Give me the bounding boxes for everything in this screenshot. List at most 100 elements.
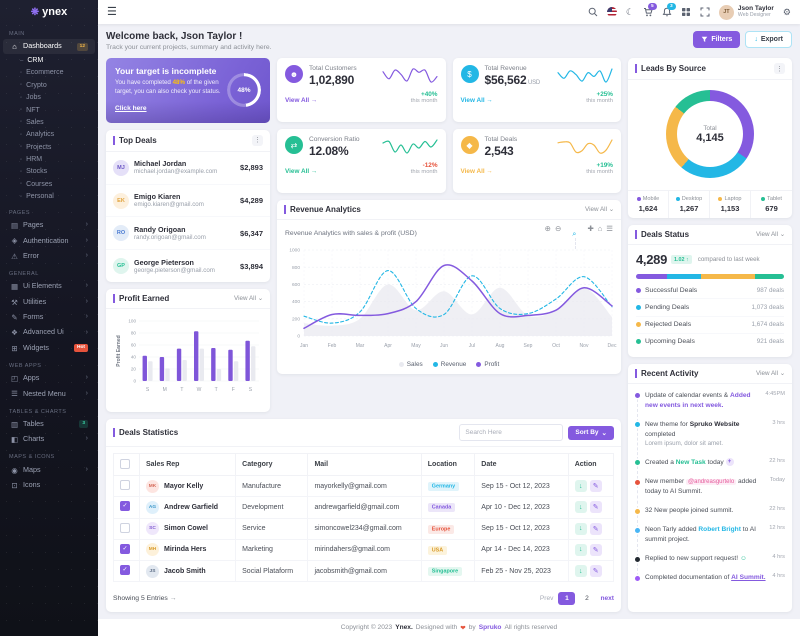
activity-link[interactable]: AI Summit. xyxy=(731,574,766,582)
kpi-sparkline xyxy=(557,138,613,160)
sidebar-subitem-jobs[interactable]: ◦ Jobs xyxy=(0,92,98,104)
edit-action-icon[interactable]: ✎ xyxy=(589,501,602,514)
legend-item-revenue[interactable]: Revenue xyxy=(432,361,466,368)
fullscreen-icon[interactable] xyxy=(700,7,710,17)
sort-by-button[interactable]: Sort By ⌄ xyxy=(568,425,614,440)
column-header-date: Date xyxy=(474,453,569,477)
activity-link[interactable]: Robert Bright xyxy=(698,526,741,534)
legend-item-sales[interactable]: Sales xyxy=(398,361,423,368)
sidebar-item-dashboards[interactable]: ⌂ Dashboards 12 xyxy=(3,39,95,55)
pagination-page-2[interactable]: 2 xyxy=(585,595,589,603)
activity-link[interactable]: Added new events in next week. xyxy=(645,391,751,409)
cart-icon[interactable]: 5 xyxy=(643,3,657,17)
row-checkbox[interactable] xyxy=(120,543,130,554)
deals-status-view-all[interactable]: View All ⌄ xyxy=(756,231,785,239)
sidebar-item-icons[interactable]: ⊡ Icons xyxy=(3,478,95,493)
zoom-in-icon[interactable]: ⊕ xyxy=(544,224,551,234)
location-badge: Germany xyxy=(427,482,460,492)
language-flag-icon[interactable] xyxy=(606,7,617,17)
footer-brand[interactable]: Ynex. xyxy=(395,624,413,631)
edit-action-icon[interactable]: ✎ xyxy=(589,543,602,556)
filters-button[interactable]: Filters xyxy=(693,31,741,49)
pagination-prev[interactable]: Prev xyxy=(539,595,554,603)
edit-action-icon[interactable]: ✎ xyxy=(589,480,602,493)
sidebar-subitem-crm[interactable]: – CRM xyxy=(0,54,98,66)
leads-options-icon[interactable]: ⋮ xyxy=(774,63,785,74)
settings-gear-icon[interactable]: ⚙ xyxy=(782,6,791,17)
row-checkbox[interactable] xyxy=(120,522,130,533)
reset-zoom-icon[interactable]: ⌂ xyxy=(597,224,603,234)
target-click-here-link[interactable]: Click here xyxy=(115,104,147,112)
profit-earned-view-all[interactable]: View All ⌄ xyxy=(234,295,263,303)
recent-activity-view-all[interactable]: View All ⌄ xyxy=(756,370,785,378)
download-action-icon[interactable]: ↓ xyxy=(574,501,587,514)
sidebar-item-advanced-ui[interactable]: ❖ Advanced Ui › xyxy=(3,325,95,340)
sidebar-subitem-stocks[interactable]: ◦ Stocks xyxy=(0,166,98,178)
search-input[interactable] xyxy=(459,424,564,442)
top-deals-options-icon[interactable]: ⋮ xyxy=(252,134,263,146)
user-profile-chip[interactable]: JT Json Taylor Web Designer xyxy=(718,4,774,20)
sidebar-subitem-crypto[interactable]: ◦ Crypto xyxy=(0,79,98,91)
kpi-view-all-link[interactable]: View All → xyxy=(460,168,493,175)
row-checkbox[interactable] xyxy=(120,565,130,575)
download-action-icon[interactable]: ↓ xyxy=(574,543,587,556)
search-icon[interactable] xyxy=(588,7,598,17)
selection-zoom-icon[interactable]: ⌕ xyxy=(565,225,583,249)
export-button[interactable]: ↓ Export xyxy=(745,31,792,49)
footer-company-link[interactable]: Spruko xyxy=(478,624,502,631)
sidebar-subitem-courses[interactable]: ◦ Courses xyxy=(0,178,98,190)
sidebar-item-charts[interactable]: ◧ Charts › xyxy=(3,432,95,447)
top-deal-row[interactable]: EK Emigo Kiaren emigo.kiaren@gmail.com $4,2… xyxy=(106,183,270,217)
activity-link[interactable]: @andreasgurtelo xyxy=(686,479,737,486)
row-checkbox[interactable] xyxy=(120,501,130,512)
sidebar-item-authentication[interactable]: ◈ Authentication › xyxy=(3,233,95,248)
kpi-view-all-link[interactable]: View All → xyxy=(285,97,318,104)
top-deal-row[interactable]: MJ Michael Jordan michael.jordan@example.c… xyxy=(106,152,270,184)
panning-icon[interactable]: ✚ xyxy=(587,224,594,234)
pagination-page-1[interactable]: 1 xyxy=(558,592,576,606)
download-action-icon[interactable]: ↓ xyxy=(574,480,587,493)
select-all-checkbox[interactable] xyxy=(120,458,130,469)
apps-grid-icon[interactable] xyxy=(681,7,691,17)
download-action-icon[interactable]: ↓ xyxy=(574,522,587,535)
sidebar-subitem-projects[interactable]: ◦ Projects xyxy=(0,141,98,153)
showing-entries-arrow-icon[interactable]: → xyxy=(169,595,177,603)
activity-link[interactable]: New Task xyxy=(675,458,706,466)
download-action-icon[interactable]: ↓ xyxy=(574,565,587,577)
sidebar-item-pages[interactable]: ▤ Pages › xyxy=(3,218,95,233)
chart-menu-icon[interactable]: ☰ xyxy=(606,224,613,234)
sidebar-item-error[interactable]: ⚠ Error › xyxy=(3,249,95,264)
sidebar-item-forms[interactable]: ✎ Forms › xyxy=(3,310,95,325)
sidebar-item-tables[interactable]: ▥ Tables 3 xyxy=(3,417,95,432)
sidebar-subitem-nft[interactable]: ◦ NFT xyxy=(0,104,98,116)
leads-legend-desktop: Desktop 1,267 xyxy=(669,191,710,218)
sidebar-item-widgets[interactable]: ⊞ Widgets Hot xyxy=(3,341,95,356)
sidebar-subitem-personal[interactable]: ◦ Personal xyxy=(0,191,98,203)
recent-activity-title: Recent Activity xyxy=(635,368,699,379)
sidebar-subitem-sales[interactable]: ◦ Sales xyxy=(0,116,98,128)
edit-action-icon[interactable]: ✎ xyxy=(589,565,602,577)
revenue-analytics-subtitle: Revenue Analytics with sales & profit (U… xyxy=(285,230,417,238)
legend-item-profit[interactable]: Profit xyxy=(476,361,499,368)
dark-mode-icon[interactable]: ☾ xyxy=(625,6,634,17)
menu-toggle-icon[interactable]: ☰ xyxy=(107,5,117,18)
sidebar-item-nested-menu[interactable]: ☰ Nested Menu › xyxy=(3,386,95,401)
sidebar-subitem-hrm[interactable]: ◦ HRM xyxy=(0,153,98,165)
edit-action-icon[interactable]: ✎ xyxy=(589,522,602,535)
sidebar-item-ui-elements[interactable]: ▦ Ui Elements › xyxy=(3,279,95,294)
pagination-next[interactable]: next xyxy=(600,595,614,603)
sidebar-item-apps[interactable]: ◰ Apps › xyxy=(3,371,95,386)
top-deal-row[interactable]: RO Randy Origoan randy.origoan@gmail.com $6… xyxy=(106,216,270,249)
row-checkbox[interactable] xyxy=(120,480,130,491)
notifications-bell-icon[interactable]: 3 xyxy=(662,3,676,17)
top-deal-row[interactable]: GP George Pieterson george.pieterson@gmail… xyxy=(106,249,270,282)
zoom-out-icon[interactable]: ⊖ xyxy=(554,224,562,234)
sidebar-subitem-ecommerce[interactable]: ◦ Ecommerce xyxy=(0,67,98,79)
sidebar-item-maps[interactable]: ◉ Maps › xyxy=(3,462,95,477)
revenue-analytics-view-all[interactable]: View All ⌄ xyxy=(585,206,614,214)
sidebar-subitem-analytics[interactable]: ◦ Analytics xyxy=(0,129,98,141)
kpi-view-all-link[interactable]: View All → xyxy=(285,168,318,175)
brand-logo[interactable]: ❋ ynex xyxy=(0,0,98,24)
kpi-view-all-link[interactable]: View All → xyxy=(460,97,493,104)
sidebar-item-utilities[interactable]: ⚒ Utilities › xyxy=(3,294,95,309)
